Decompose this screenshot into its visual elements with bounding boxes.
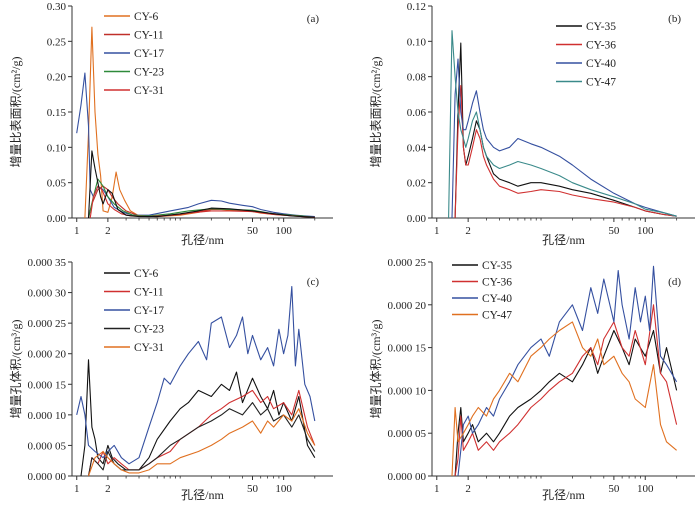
legend-label: CY-6 xyxy=(134,268,159,280)
x-tick-label: 2 xyxy=(105,483,111,495)
x-tick-label: 50 xyxy=(247,225,259,237)
y-tick-label: 0.08 xyxy=(407,72,427,84)
chart-panel-b: 0.00 0.02 0.04 0.06 0.08 0.10 0.12 1 2 50 100 孔径/nm… xyxy=(369,1,695,247)
y-tick-label: 0.20 xyxy=(47,72,67,84)
x-tick-label: 100 xyxy=(637,225,654,237)
series-line-cy-17 xyxy=(76,285,316,465)
series-line-cy-11 xyxy=(87,389,316,476)
legend: CY-6 CY-11 CY-17 CY-23 CY-31 xyxy=(104,11,164,97)
y-axis-label: 增量比表面积/(cm²/g) xyxy=(9,57,23,168)
y-tick-label: 0.000 15 xyxy=(28,379,67,391)
series-line-cy-35 xyxy=(454,42,677,218)
chart-panel-d: 0.000 00 0.000 05 0.000 10 0.000 15 0.000 20… xyxy=(369,257,695,502)
series-line-cy-17 xyxy=(76,72,315,218)
y-tick-label: 0.12 xyxy=(407,1,426,13)
series-line-cy-31 xyxy=(87,408,316,476)
x-tick-label: 50 xyxy=(608,225,620,237)
x-axis-label: 孔径/nm xyxy=(181,488,224,502)
legend-label: CY-17 xyxy=(134,48,164,60)
series-line-cy-47 xyxy=(451,321,677,476)
panel-label: (a) xyxy=(307,13,320,25)
y-tick-label: 0.000 20 xyxy=(388,300,427,312)
x-tick-label: 100 xyxy=(275,483,292,495)
legend-label: CY-31 xyxy=(134,85,164,97)
legend-label: CY-36 xyxy=(482,277,512,289)
y-tick-label: 0.04 xyxy=(407,142,427,154)
y-tick-label: 0.000 10 xyxy=(388,385,427,397)
x-tick-label: 1 xyxy=(434,225,440,237)
y-tick-label: 0.000 20 xyxy=(28,349,67,361)
x-tick-label: 2 xyxy=(465,483,471,495)
legend-label: CY-35 xyxy=(482,260,512,272)
y-tick-label: 0.000 00 xyxy=(28,471,67,483)
y-tick-label: 0.30 xyxy=(47,1,67,13)
series-line-cy-35 xyxy=(454,329,678,476)
legend-label: CY-6 xyxy=(134,11,159,23)
x-axis-label: 孔径/nm xyxy=(181,233,224,247)
y-tick-label: 0.10 xyxy=(47,142,67,154)
y-tick-label: 0.00 xyxy=(407,213,427,225)
y-tick-label: 0.000 25 xyxy=(388,257,427,269)
x-tick-label: 100 xyxy=(637,483,654,495)
series-line-cy-23 xyxy=(87,402,316,476)
y-tick-label: 0.06 xyxy=(407,107,427,119)
legend-label: CY-36 xyxy=(586,40,616,52)
y-tick-label: 0.05 xyxy=(47,178,67,190)
y-tick-label: 0.000 35 xyxy=(28,257,67,269)
x-tick-label: 1 xyxy=(74,225,80,237)
x-tick-label: 50 xyxy=(608,483,620,495)
x-axis-label: 孔径/nm xyxy=(542,488,585,502)
y-tick-label: 0.000 25 xyxy=(28,318,67,330)
series-line-cy-36 xyxy=(454,304,678,476)
y-axis-label: 增量孔体积/(cm³/g) xyxy=(9,320,23,419)
series-line-unlabeled-5 xyxy=(87,150,315,218)
panel-label: (b) xyxy=(668,13,681,25)
y-tick-label: 0.15 xyxy=(47,107,67,119)
x-axis-label: 孔径/nm xyxy=(542,233,585,247)
y-tick-label: 0.000 10 xyxy=(28,410,67,422)
y-axis-label: 增量比表面积/(cm²/g) xyxy=(369,57,383,168)
x-tick-label: 100 xyxy=(275,225,292,237)
legend-label: CY-11 xyxy=(134,30,164,42)
y-tick-label: 0.000 15 xyxy=(388,343,427,355)
y-tick-label: 0.02 xyxy=(407,178,426,190)
y-tick-label: 0.10 xyxy=(407,36,427,48)
legend-label: CY-23 xyxy=(134,324,164,336)
x-tick-label: 2 xyxy=(465,225,471,237)
y-tick-label: 0.00 xyxy=(47,213,67,225)
legend-label: CY-40 xyxy=(482,293,512,305)
chart-panel-a: 0.00 0.05 0.10 0.15 0.20 0.25 0.30 1 2 50 100 孔径/nm… xyxy=(9,1,333,247)
legend-label: CY-31 xyxy=(134,342,164,354)
legend-label: CY-11 xyxy=(134,287,164,299)
legend-label: CY-47 xyxy=(482,310,512,322)
y-tick-label: 0.000 00 xyxy=(388,471,427,483)
x-tick-label: 50 xyxy=(247,483,259,495)
legend-label: CY-40 xyxy=(586,58,616,70)
series-line-cy-40 xyxy=(457,265,678,476)
legend-label: CY-35 xyxy=(586,21,616,33)
series-line-cy-40 xyxy=(451,58,677,218)
y-tick-label: 0.25 xyxy=(47,36,67,48)
legend-label: CY-23 xyxy=(134,67,164,79)
x-tick-label: 1 xyxy=(434,483,440,495)
series-line-cy-47 xyxy=(448,30,677,218)
panel-label: (d) xyxy=(668,276,681,288)
x-tick-label: 2 xyxy=(105,225,111,237)
series-line-cy-36 xyxy=(454,84,677,218)
panel-label: (c) xyxy=(307,276,320,288)
legend-label: CY-47 xyxy=(586,77,616,89)
legend-label: CY-17 xyxy=(134,305,164,317)
y-tick-label: 0.000 30 xyxy=(28,288,67,300)
legend: CY-35 CY-36 CY-40 CY-47 xyxy=(556,21,616,89)
chart-panel-c: 0.000 00 0.000 05 0.000 10 0.000 15 0.000 20… xyxy=(9,257,333,502)
y-axis-label: 增量孔体积/(cm³/g) xyxy=(369,320,383,419)
legend: CY-6 CY-11 CY-17 CY-23 CY-31 xyxy=(104,268,164,354)
y-tick-label: 0.000 05 xyxy=(28,440,67,452)
series-line-cy-6 xyxy=(84,26,315,218)
x-tick-label: 1 xyxy=(74,483,80,495)
y-tick-label: 0.000 05 xyxy=(388,428,427,440)
legend: CY-35 CY-36 CY-40 CY-47 xyxy=(452,260,512,322)
